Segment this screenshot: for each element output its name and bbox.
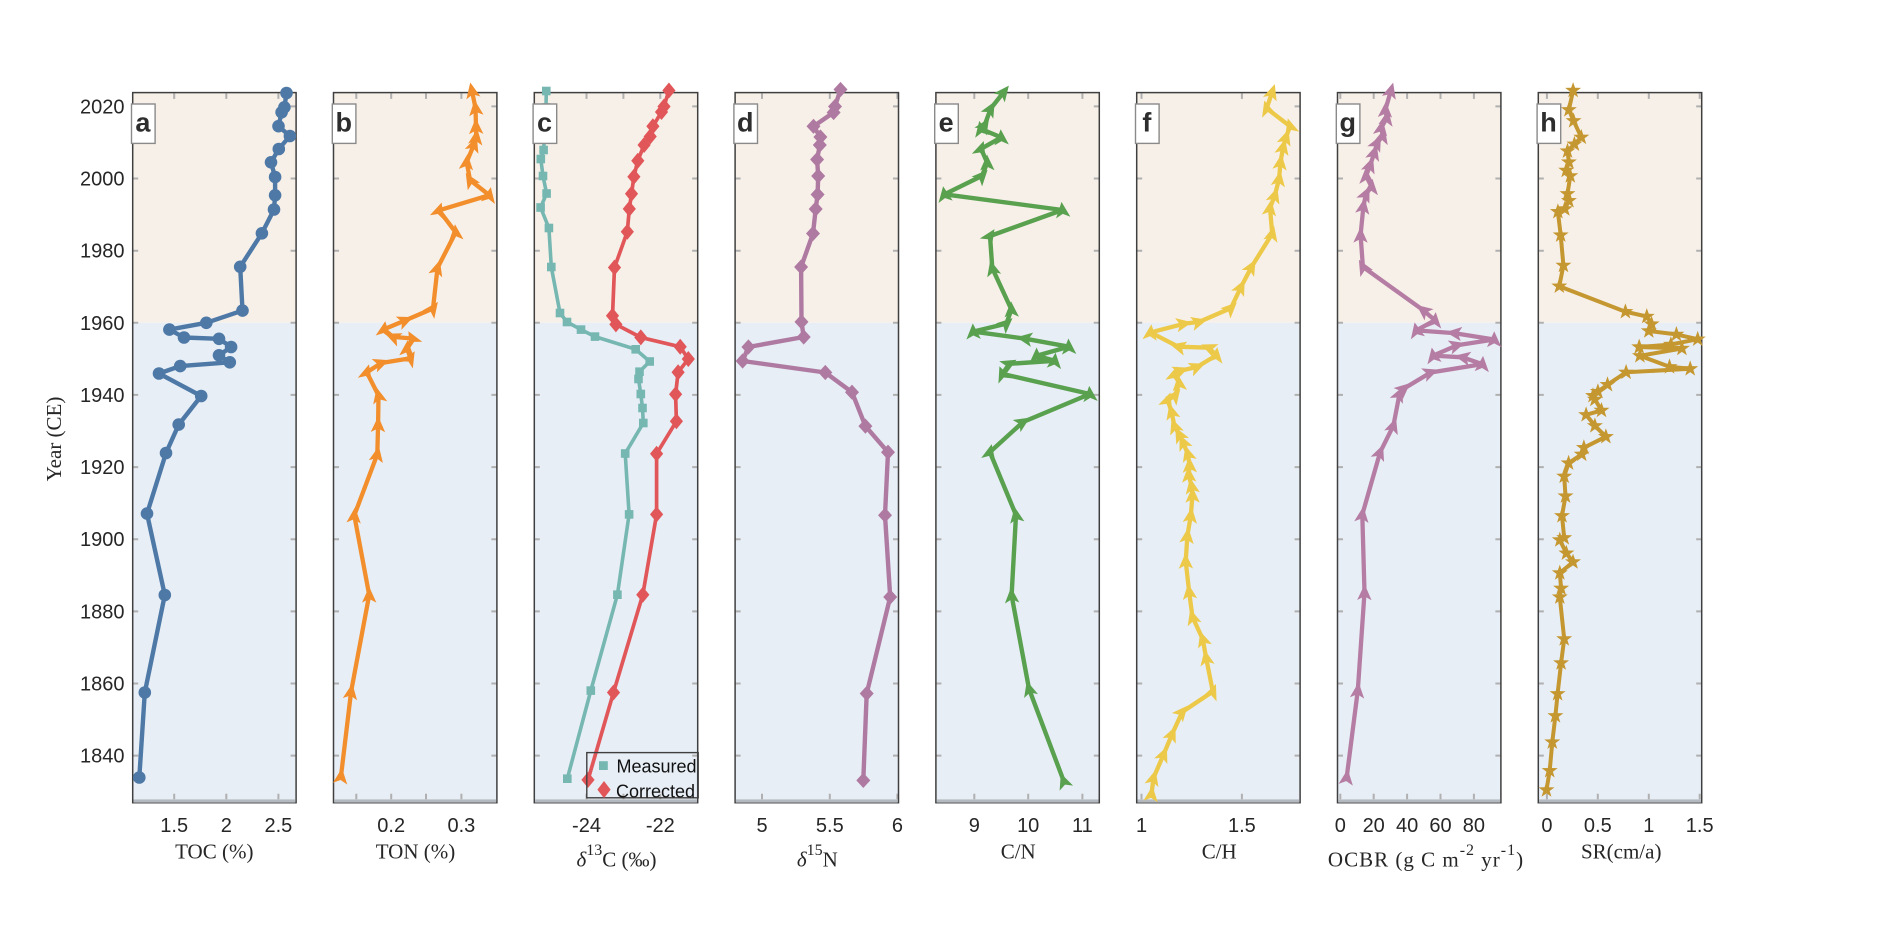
- svg-text:c: c: [537, 108, 552, 138]
- svg-text:-24: -24: [572, 815, 601, 837]
- svg-text:0: 0: [1335, 815, 1346, 837]
- svg-text:40: 40: [1396, 815, 1418, 837]
- svg-text:1: 1: [1643, 815, 1654, 837]
- svg-text:10: 10: [1017, 815, 1039, 837]
- svg-text:0.2: 0.2: [377, 815, 405, 837]
- svg-text:20: 20: [1363, 815, 1385, 837]
- svg-text:a: a: [135, 108, 151, 138]
- svg-text:C/N: C/N: [1001, 840, 1036, 864]
- svg-text:1940: 1940: [80, 385, 125, 407]
- svg-text:1.5: 1.5: [160, 815, 188, 837]
- svg-text:2020: 2020: [80, 96, 125, 118]
- svg-text:TON (%): TON (%): [376, 840, 456, 864]
- svg-text:e: e: [939, 108, 954, 138]
- svg-text:9: 9: [969, 815, 980, 837]
- svg-text:1900: 1900: [80, 529, 125, 551]
- svg-text:Year (CE): Year (CE): [42, 397, 66, 482]
- svg-text:TOC (%): TOC (%): [175, 840, 253, 864]
- svg-text:1880: 1880: [80, 601, 125, 623]
- svg-text:δ15N: δ15N: [797, 842, 838, 872]
- svg-text:1960: 1960: [80, 313, 125, 335]
- svg-text:6: 6: [892, 815, 903, 837]
- svg-text:1860: 1860: [80, 674, 125, 696]
- svg-text:g: g: [1339, 108, 1356, 138]
- svg-text:Measured: Measured: [617, 756, 697, 776]
- svg-text:1980: 1980: [80, 241, 125, 263]
- svg-text:5: 5: [756, 815, 767, 837]
- svg-text:1: 1: [1136, 815, 1147, 837]
- svg-text:60: 60: [1429, 815, 1451, 837]
- svg-text:2.5: 2.5: [264, 815, 292, 837]
- svg-text:0.3: 0.3: [447, 815, 475, 837]
- svg-text:2000: 2000: [80, 169, 125, 191]
- svg-text:b: b: [335, 108, 352, 138]
- svg-text:f: f: [1142, 108, 1152, 138]
- svg-text:SR(cm/a): SR(cm/a): [1581, 840, 1661, 864]
- svg-text:h: h: [1540, 108, 1557, 138]
- svg-text:0.5: 0.5: [1584, 815, 1612, 837]
- svg-text:Corrected: Corrected: [616, 782, 695, 802]
- svg-text:80: 80: [1463, 815, 1485, 837]
- svg-text:d: d: [737, 108, 754, 138]
- svg-text:OCBR (g C m-2 yr-1): OCBR (g C m-2 yr-1): [1328, 842, 1524, 872]
- svg-text:11: 11: [1072, 815, 1093, 837]
- svg-text:δ13C (‰): δ13C (‰): [576, 842, 656, 872]
- svg-text:1.5: 1.5: [1228, 815, 1256, 837]
- svg-text:C/H: C/H: [1202, 840, 1237, 864]
- svg-text:1.5: 1.5: [1686, 815, 1714, 837]
- svg-text:-22: -22: [646, 815, 675, 837]
- svg-text:2: 2: [221, 815, 232, 837]
- svg-text:0: 0: [1541, 815, 1552, 837]
- svg-text:1920: 1920: [80, 457, 125, 479]
- svg-text:5.5: 5.5: [816, 815, 844, 837]
- svg-text:1840: 1840: [80, 746, 125, 768]
